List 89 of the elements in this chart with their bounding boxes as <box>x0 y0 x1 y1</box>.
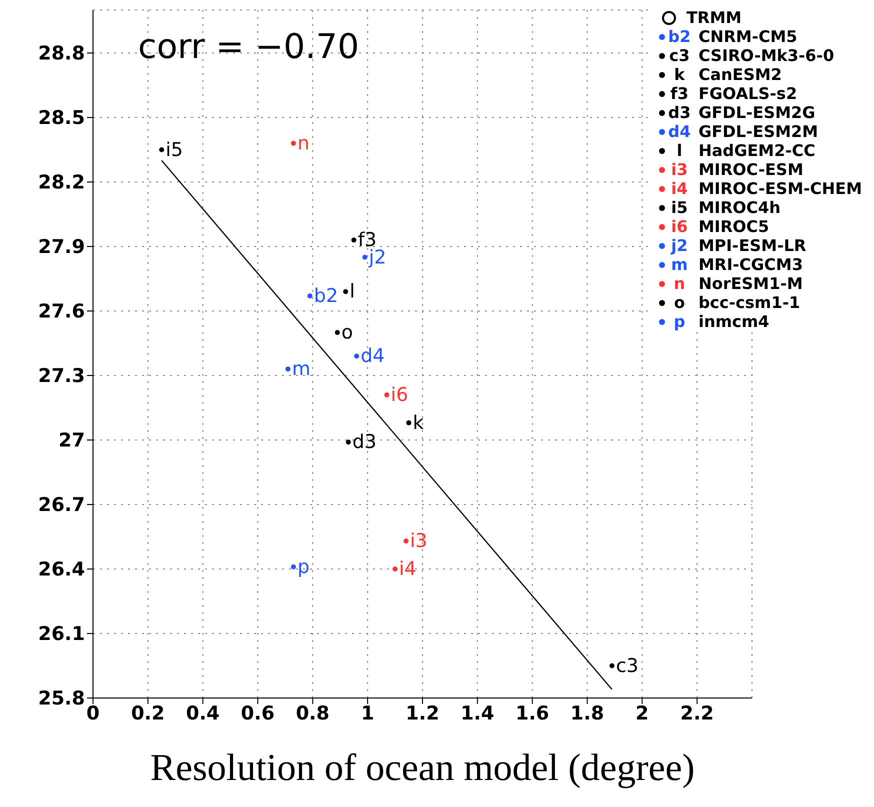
data-label: p <box>297 556 310 578</box>
point <box>285 366 290 372</box>
data-label: b2 <box>314 284 338 307</box>
legend-label: bcc-csm1-1 <box>698 293 800 312</box>
text: i5 <box>671 198 688 217</box>
legend-label: CSIRO-Mk3-6-0 <box>698 46 834 65</box>
x-tick-label: 1.2 <box>406 702 440 724</box>
y-tick-label: 28.8 <box>38 42 85 65</box>
x-tick-label: 1 <box>360 702 374 724</box>
text: p <box>674 312 686 331</box>
legend-label: GFDL-ESM2M <box>698 122 818 141</box>
text: o <box>674 293 685 312</box>
text: i4 <box>671 179 688 198</box>
x-tick-label: 2.2 <box>680 702 714 724</box>
legend-label: inmcm4 <box>698 312 770 331</box>
data-label: k <box>412 412 424 434</box>
x-tick-label: 0.8 <box>296 702 330 724</box>
y-tick-label: 25.8 <box>38 688 85 710</box>
legend-label: HadGEM2-CC <box>698 141 816 160</box>
legend-label: CNRM-CM5 <box>698 27 798 46</box>
x-tick-label: 0.2 <box>131 702 165 724</box>
y-tick-label: 26.4 <box>38 558 85 581</box>
legend-label: MIROC-ESM <box>698 160 804 179</box>
text: k <box>674 65 685 84</box>
x-tick-label: 2 <box>636 702 649 724</box>
y-tick-label: 27 <box>58 430 85 452</box>
y-tick-label: 28.5 <box>38 107 85 130</box>
point <box>307 293 312 298</box>
legend-label: MIROC5 <box>698 217 770 236</box>
y-tick-label: 27.6 <box>38 300 85 323</box>
x-tick-label: 0.4 <box>186 702 220 724</box>
point <box>351 238 356 243</box>
data-label: d3 <box>352 431 377 454</box>
legend-label: NorESM1-M <box>698 274 803 293</box>
point <box>334 330 340 335</box>
point <box>404 538 409 544</box>
data-label: o <box>341 322 354 344</box>
point <box>159 147 164 152</box>
data-label: n <box>297 132 310 154</box>
text: d3 <box>668 103 691 122</box>
legend-label: MIROC-ESM-CHEM <box>698 179 862 198</box>
legend-label: GFDL-ESM2G <box>698 103 816 122</box>
point <box>362 254 368 260</box>
point <box>406 420 412 426</box>
x-tick-label: 1.6 <box>515 702 550 724</box>
point <box>343 289 348 294</box>
legend-label: FGOALS-s2 <box>698 84 798 103</box>
point <box>290 564 296 570</box>
x-tick-label: 0 <box>86 702 100 724</box>
point <box>290 140 296 146</box>
data-label: i3 <box>410 530 428 552</box>
text: i3 <box>671 160 688 179</box>
data-label: d4 <box>360 345 385 368</box>
text: j2 <box>671 236 688 255</box>
annotation: TRMM <box>686 8 742 27</box>
x-tick-label: 1.4 <box>460 702 494 724</box>
y-tick-label: 28.2 <box>38 172 85 194</box>
corr-text: corr = −0.70 <box>138 27 360 67</box>
text: l <box>676 141 682 160</box>
text: f3 <box>670 84 688 103</box>
point <box>354 354 360 359</box>
text: m <box>671 255 688 274</box>
legend-label: MIROC4h <box>698 198 781 217</box>
point <box>346 440 351 445</box>
text: d4 <box>668 122 691 141</box>
x-tick-label: 1.8 <box>570 702 604 724</box>
text: n <box>674 274 686 293</box>
legend-label: MPI-ESM-LR <box>698 236 806 255</box>
data-label: c3 <box>616 654 639 677</box>
data-label: i4 <box>399 558 416 580</box>
data-label: i5 <box>166 138 184 161</box>
legend-label: MRI-CGCM3 <box>698 255 803 274</box>
x-tick-label: 0.6 <box>240 702 275 724</box>
point <box>609 663 614 668</box>
point <box>384 392 390 398</box>
data-label: l <box>350 280 355 303</box>
y-tick-label: 27.9 <box>38 236 85 258</box>
point <box>392 566 398 572</box>
text: i6 <box>671 217 688 236</box>
y-tick-label: 26.1 <box>38 623 85 646</box>
text: b2 <box>668 27 691 46</box>
data-label: j2 <box>368 246 386 268</box>
y-tick-label: 26.7 <box>38 494 85 516</box>
text: c3 <box>669 46 690 65</box>
x-axis-title: Resolution of ocean model (degree) <box>150 747 695 789</box>
legend-label: CanESM2 <box>698 65 782 84</box>
data-label: i6 <box>390 384 408 406</box>
y-tick-label: 27.3 <box>38 365 85 388</box>
data-label: m <box>292 358 310 380</box>
